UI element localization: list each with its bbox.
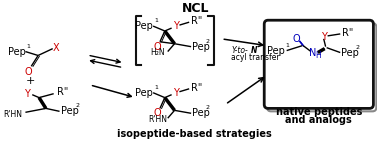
Text: H: H [315, 51, 321, 60]
Text: Pep: Pep [8, 46, 25, 57]
Text: Pep: Pep [192, 42, 210, 52]
Text: 1: 1 [26, 44, 30, 49]
Text: Y: Y [321, 32, 327, 42]
Text: R'HN: R'HN [148, 115, 167, 124]
FancyBboxPatch shape [264, 20, 373, 108]
Text: 1: 1 [154, 85, 158, 90]
Text: O: O [293, 34, 300, 44]
Text: Pep: Pep [341, 47, 359, 58]
Text: Y: Y [173, 88, 178, 98]
Text: isopeptide-based strategies: isopeptide-based strategies [117, 129, 271, 139]
Text: 1: 1 [154, 18, 158, 23]
Text: N: N [309, 47, 317, 58]
Text: Pep: Pep [135, 88, 153, 98]
Text: R": R" [342, 28, 353, 38]
Text: O: O [25, 67, 32, 77]
Text: 2: 2 [206, 39, 210, 44]
Text: 2: 2 [356, 45, 360, 50]
Text: Y: Y [173, 21, 178, 31]
Text: and analogs: and analogs [285, 115, 352, 125]
Text: H₂N: H₂N [150, 48, 165, 57]
Text: O: O [153, 42, 161, 52]
Text: Pep: Pep [192, 108, 210, 118]
Text: native peptides: native peptides [276, 107, 362, 117]
Text: Y: Y [25, 89, 30, 99]
Text: R": R" [191, 83, 203, 93]
Text: NCL: NCL [182, 2, 210, 15]
Text: Pep: Pep [62, 106, 79, 116]
Text: Pep: Pep [267, 46, 285, 56]
FancyBboxPatch shape [267, 23, 376, 111]
Text: R'HN: R'HN [3, 110, 23, 119]
Text: 2: 2 [206, 105, 210, 110]
Text: acyl transfer: acyl transfer [231, 53, 280, 62]
Text: O: O [153, 108, 161, 118]
Text: Y-to-: Y-to- [231, 46, 248, 55]
Text: N: N [251, 46, 257, 55]
Text: R": R" [191, 16, 203, 26]
Text: Pep: Pep [135, 21, 153, 31]
Text: +: + [26, 76, 35, 86]
Text: 2: 2 [75, 103, 79, 108]
Text: R": R" [57, 87, 68, 97]
Text: 1: 1 [286, 43, 290, 48]
Text: X: X [52, 43, 59, 53]
